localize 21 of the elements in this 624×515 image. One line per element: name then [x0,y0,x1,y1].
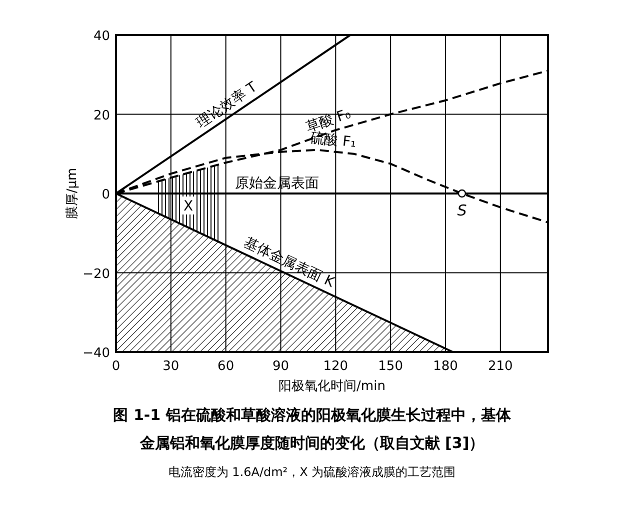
annotation: S [457,202,468,220]
x-tick-label: 210 [488,359,513,374]
x-axis-title: 阳极氧化时间/min [278,379,386,394]
x-tick-label: 120 [323,359,348,374]
text: 电流密度为 1.6A/dm²，X 为硫酸溶液成膜的工艺范围 [168,465,456,479]
band-label: X [184,198,194,214]
x-tick-label: 150 [378,359,403,374]
x-tick-label: 90 [272,359,290,374]
x-tick-label: 0 [112,359,120,374]
y-tick-label: −40 [82,346,110,361]
y-tick-label: −20 [82,266,110,282]
x-tick-label: 60 [218,359,234,374]
y-axis-title: 膜厚/μm [65,168,80,220]
x-tick-label: 30 [162,359,180,374]
y-tick-label: 0 [102,188,110,202]
text: 基体金属表面 K [242,234,338,292]
y-tick-label: 40 [93,29,110,44]
x-tick-label: 180 [433,359,458,374]
caption: 图 1-1 铝在硫酸和草酸溶液的阳极氧化膜生长过程中，基体 [113,406,512,424]
text: 金属铝和氧化膜厚度随时间的变化（取自文献 [3]） [138,434,484,452]
y-tick-label: 20 [93,108,110,124]
